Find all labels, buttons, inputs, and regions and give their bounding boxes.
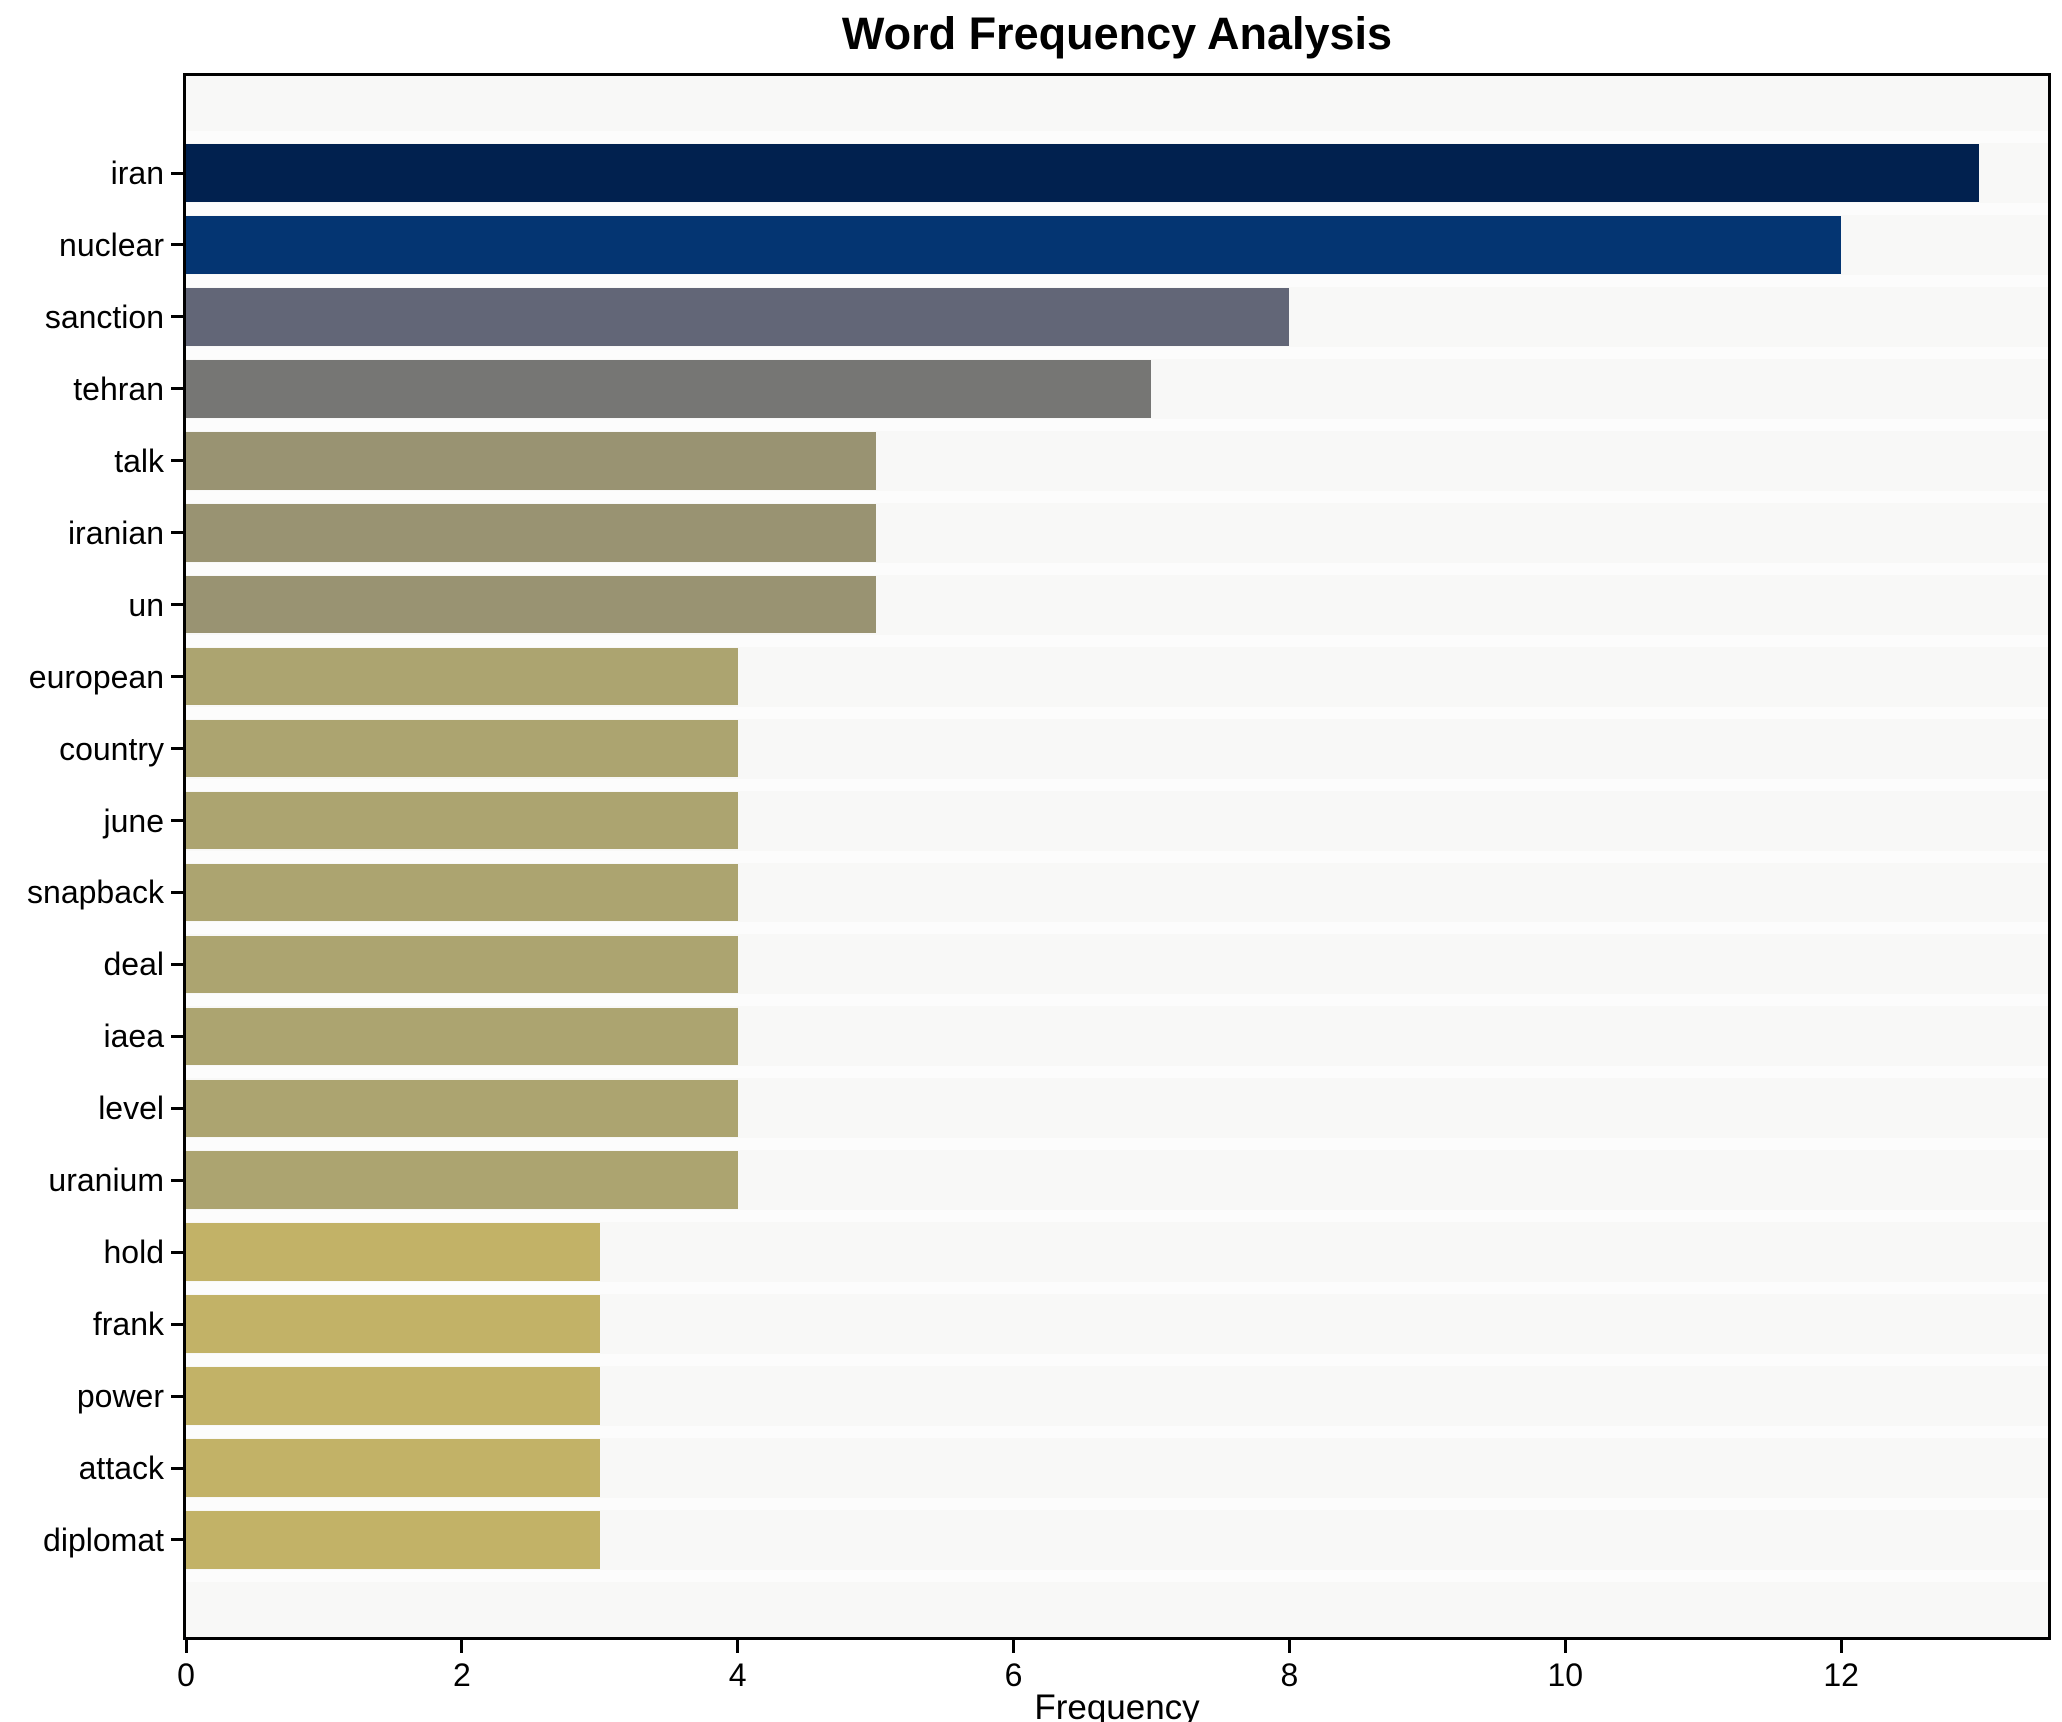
- bar-tehran: [186, 360, 1152, 418]
- y-tick-label-power: power: [76, 1378, 164, 1415]
- x-tick-label-12: 12: [1823, 1657, 1859, 1693]
- x-tick-mark: [1012, 1640, 1016, 1653]
- bar-deal: [186, 935, 738, 994]
- x-tick-mark: [1287, 1640, 1291, 1653]
- y-tick-mark: [171, 890, 183, 894]
- y-tick-label-june: june: [103, 802, 165, 839]
- x-tick-label-4: 4: [728, 1657, 747, 1693]
- bar-power: [186, 1367, 600, 1425]
- y-tick-mark: [171, 1394, 183, 1398]
- slot-gap-band: [186, 1354, 2048, 1367]
- y-tick-label-talk: talk: [114, 442, 164, 479]
- y-tick-mark: [171, 1466, 183, 1470]
- x-tick-mark: [1563, 1640, 1567, 1653]
- y-tick-label-un: un: [128, 586, 164, 623]
- x-tick-mark: [460, 1640, 464, 1653]
- y-tick-mark: [171, 315, 183, 319]
- slot-gap-band: [186, 274, 2048, 287]
- slot-gap-band: [186, 1066, 2048, 1079]
- bar-talk: [186, 432, 876, 490]
- bar-snapback: [186, 863, 738, 922]
- slot-gap-band: [186, 634, 2048, 647]
- y-tick-mark: [171, 1178, 183, 1182]
- x-tick-mark: [184, 1640, 188, 1653]
- bar-level: [186, 1079, 738, 1138]
- y-tick-mark: [171, 171, 183, 175]
- x-tick-label-0: 0: [177, 1657, 195, 1693]
- y-tick-mark: [171, 819, 183, 823]
- y-tick-mark: [171, 1034, 183, 1038]
- y-tick-label-iran: iran: [110, 155, 164, 191]
- bar-iranian: [186, 503, 876, 562]
- bar-frank: [186, 1295, 600, 1353]
- y-tick-label-snapback: snapback: [27, 874, 164, 911]
- y-tick-mark: [171, 459, 183, 463]
- bar-european: [186, 647, 738, 706]
- slot-gap-band: [186, 922, 2048, 935]
- slot-gap-band: [186, 1282, 2048, 1295]
- y-tick-label-uranium: uranium: [48, 1162, 164, 1199]
- x-tick-label-8: 8: [1280, 1657, 1299, 1693]
- y-tick-label-diplomat: diplomat: [43, 1521, 164, 1558]
- slot-gap-band: [186, 202, 2048, 215]
- slot-gap-band: [186, 131, 2048, 144]
- bar-iaea: [186, 1007, 738, 1066]
- chart-title: Word Frequency Analysis: [841, 8, 1393, 59]
- slot-gap-band: [186, 1426, 2048, 1439]
- y-tick-mark: [171, 603, 183, 607]
- bar-un: [186, 575, 876, 634]
- y-tick-label-tehran: tehran: [73, 370, 164, 407]
- y-tick-label-sanction: sanction: [44, 298, 164, 335]
- y-tick-mark: [171, 675, 183, 679]
- x-tick-mark: [736, 1640, 740, 1653]
- y-tick-label-iaea: iaea: [103, 1018, 165, 1055]
- bar-nuclear: [186, 216, 1842, 274]
- y-tick-label-frank: frank: [92, 1306, 164, 1343]
- slot-gap-band: [186, 346, 2048, 359]
- slot-gap-band: [186, 1569, 2048, 1582]
- y-tick-mark: [171, 1538, 183, 1542]
- x-tick-label-10: 10: [1547, 1657, 1584, 1693]
- bar-hold: [186, 1223, 600, 1281]
- plot-area: [183, 73, 2051, 1640]
- y-tick-mark: [171, 747, 183, 751]
- x-tick-label-2: 2: [452, 1657, 471, 1693]
- y-tick-label-hold: hold: [103, 1234, 165, 1271]
- y-tick-label-attack: attack: [78, 1450, 164, 1487]
- bar-diplomat: [186, 1511, 600, 1569]
- y-tick-label-iranian: iranian: [67, 514, 164, 551]
- slot-gap-band: [186, 706, 2048, 719]
- slot-gap-band: [186, 490, 2048, 503]
- y-tick-mark: [171, 387, 183, 391]
- slot-gap-band: [186, 1210, 2048, 1223]
- x-tick-label-6: 6: [1004, 1657, 1023, 1693]
- slot-gap-band: [186, 1498, 2048, 1511]
- slot-gap-band: [186, 562, 2048, 575]
- y-tick-label-european: european: [28, 658, 164, 695]
- y-tick-label-country: country: [59, 730, 164, 767]
- bar-june: [186, 791, 738, 850]
- y-tick-mark: [171, 243, 183, 247]
- bar-uranium: [186, 1151, 738, 1210]
- bar-attack: [186, 1439, 600, 1497]
- y-tick-mark: [171, 962, 183, 966]
- bar-country: [186, 719, 738, 778]
- bar-sanction: [186, 288, 1290, 346]
- y-tick-mark: [171, 1250, 183, 1254]
- y-tick-label-level: level: [98, 1090, 164, 1127]
- slot-gap-band: [186, 418, 2048, 431]
- x-tick-mark: [1839, 1640, 1843, 1653]
- y-tick-mark: [171, 1322, 183, 1326]
- slot-gap-band: [186, 778, 2048, 791]
- x-axis-title: Frequency: [1034, 1688, 1200, 1722]
- y-tick-label-nuclear: nuclear: [59, 226, 164, 263]
- bar-iran: [186, 144, 1980, 202]
- slot-gap-band: [186, 994, 2048, 1007]
- y-tick-mark: [171, 1106, 183, 1110]
- y-tick-mark: [171, 531, 183, 535]
- slot-gap-band: [186, 850, 2048, 863]
- slot-gap-band: [186, 1138, 2048, 1151]
- y-tick-label-deal: deal: [103, 946, 165, 983]
